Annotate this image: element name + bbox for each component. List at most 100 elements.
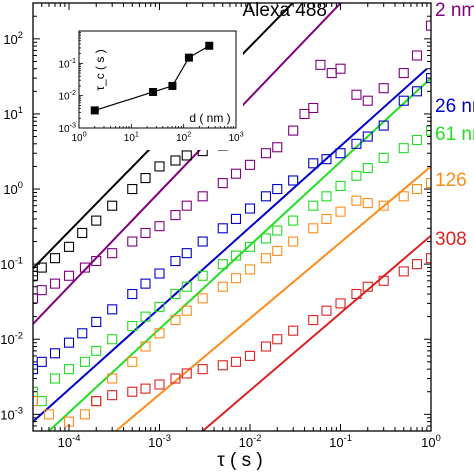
data-point xyxy=(140,173,151,184)
data-point xyxy=(217,259,228,270)
data-point xyxy=(36,396,47,407)
data-point xyxy=(378,200,389,211)
data-point xyxy=(308,158,319,169)
data-point xyxy=(425,73,431,84)
inset-chart: 100 101 102 103 10-3 10-2 10-1 d ( nm ) τ_c ( s … xyxy=(55,25,244,150)
data-point xyxy=(217,223,228,234)
data-point xyxy=(197,293,208,304)
data-point xyxy=(244,241,256,252)
data-point xyxy=(140,278,151,289)
inset-x-axis-title: d ( nm ) xyxy=(189,111,230,125)
data-point xyxy=(33,364,39,375)
data-point xyxy=(43,409,54,420)
data-point xyxy=(411,183,423,195)
data-point xyxy=(217,360,228,371)
inset-data-point xyxy=(90,106,99,115)
data-point xyxy=(351,288,362,300)
data-point xyxy=(79,409,90,420)
data-point xyxy=(362,281,373,292)
data-point xyxy=(197,236,208,247)
data-point xyxy=(308,223,319,234)
data-point xyxy=(63,241,75,252)
data-point xyxy=(362,163,373,174)
data-point xyxy=(77,227,88,239)
data-point xyxy=(33,386,39,397)
data-point xyxy=(127,386,138,397)
data-point xyxy=(127,183,138,195)
data-point xyxy=(299,108,310,119)
data-point xyxy=(335,148,346,159)
fit-line xyxy=(115,165,431,431)
data-point xyxy=(411,134,423,146)
data-point xyxy=(181,305,192,316)
data-point xyxy=(91,215,102,226)
data-point xyxy=(272,183,283,195)
fit-line xyxy=(33,67,428,423)
data-point xyxy=(170,315,181,326)
data-point xyxy=(154,268,165,279)
data-point xyxy=(288,215,299,226)
data-point xyxy=(127,356,138,367)
data-point xyxy=(154,221,165,232)
data-point xyxy=(91,396,102,407)
data-point xyxy=(272,142,283,153)
data-point xyxy=(362,198,373,209)
data-point xyxy=(197,191,208,202)
data-point xyxy=(244,159,256,170)
data-point xyxy=(378,275,389,286)
data-point xyxy=(244,264,256,275)
fit-line xyxy=(202,234,431,431)
data-point xyxy=(288,236,299,247)
data-point xyxy=(378,120,389,131)
data-point xyxy=(79,262,90,273)
inset-data-point xyxy=(168,81,177,90)
data-point xyxy=(362,131,373,142)
inset-x-tick-label: 102 xyxy=(176,130,191,145)
data-point xyxy=(140,227,151,239)
data-point xyxy=(321,154,332,165)
data-point xyxy=(272,245,283,256)
data-point xyxy=(181,281,192,292)
data-point xyxy=(315,59,326,70)
x-tick-label: 100 xyxy=(421,433,441,450)
data-point xyxy=(170,288,181,300)
inset-x-tick-label: 103 xyxy=(228,130,243,145)
data-point xyxy=(63,337,75,348)
data-point xyxy=(91,255,102,267)
inset-data-point xyxy=(149,87,158,96)
inset-y-tick-label: 10-3 xyxy=(58,121,76,136)
data-point xyxy=(91,345,102,356)
data-point xyxy=(398,68,409,79)
data-point xyxy=(49,253,61,264)
data-point xyxy=(33,293,39,304)
data-point xyxy=(321,305,332,316)
data-point xyxy=(79,356,90,367)
data-point xyxy=(127,236,138,247)
inset-y-tick-label: 10-1 xyxy=(58,56,76,71)
data-point xyxy=(36,285,47,296)
data-point xyxy=(49,278,61,289)
data-point xyxy=(33,270,39,281)
data-point xyxy=(170,373,181,384)
data-point xyxy=(63,364,75,375)
data-point xyxy=(107,334,118,345)
data-point xyxy=(49,348,61,359)
data-point xyxy=(181,200,192,211)
data-point xyxy=(140,383,151,394)
data-point xyxy=(398,143,409,154)
data-point xyxy=(140,341,151,352)
data-point xyxy=(154,301,165,312)
data-point xyxy=(197,364,208,375)
data-point xyxy=(398,95,409,106)
data-point xyxy=(217,281,228,292)
data-point xyxy=(33,396,39,407)
inset-data-point xyxy=(184,53,193,62)
fit-lines xyxy=(33,3,431,431)
y-tick-label: 10-3 xyxy=(0,405,23,422)
data-point xyxy=(351,89,362,100)
data-point xyxy=(127,288,138,300)
data-point xyxy=(326,68,337,79)
data-point xyxy=(36,356,47,367)
data-point xyxy=(425,125,431,136)
